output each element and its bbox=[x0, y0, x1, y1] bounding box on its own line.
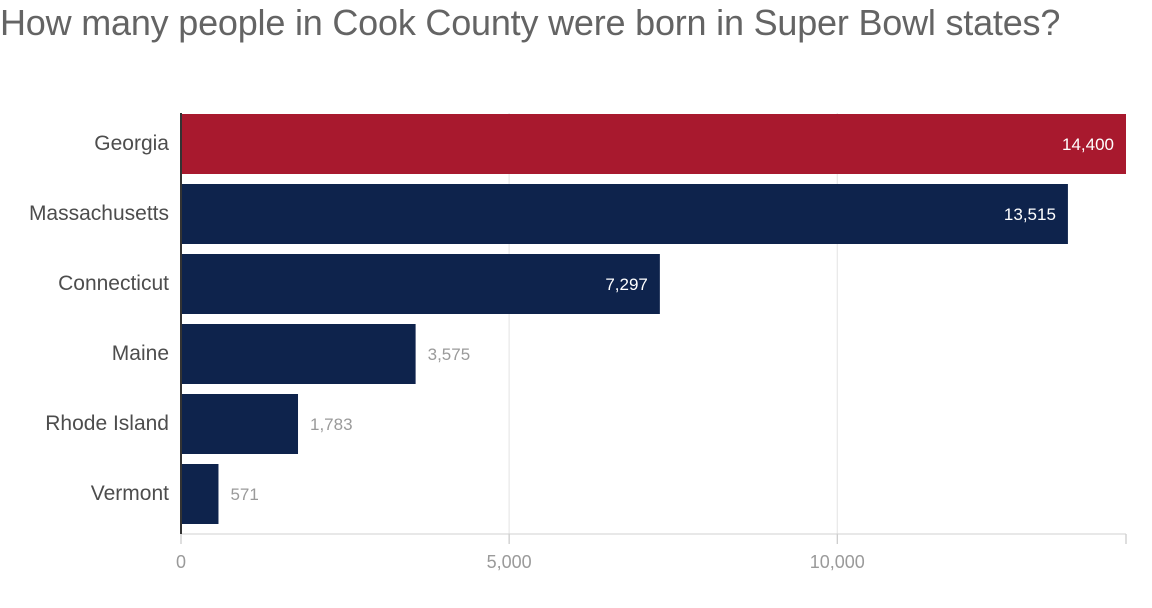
value-label: 571 bbox=[230, 485, 258, 504]
axes: 0 5,000 10,000 bbox=[176, 113, 1127, 572]
value-label: 14,400 bbox=[1062, 135, 1114, 154]
category-label: Vermont bbox=[91, 482, 169, 505]
gridlines bbox=[508, 113, 838, 534]
category-label: Georgia bbox=[94, 132, 169, 155]
x-tick-label: 5,000 bbox=[487, 552, 532, 572]
category-label: Connecticut bbox=[58, 272, 169, 295]
category-label: Maine bbox=[112, 342, 169, 365]
value-label: 1,783 bbox=[310, 415, 353, 434]
bar-rhode-island bbox=[182, 394, 299, 454]
x-tick-label: 0 bbox=[176, 552, 186, 572]
bars bbox=[182, 114, 1126, 524]
bar-vermont bbox=[182, 464, 219, 524]
bar-connecticut bbox=[182, 254, 660, 314]
labels: Georgia 14,400 Massachusetts 13,515 Connecti… bbox=[29, 132, 1114, 505]
x-tick-label: 10,000 bbox=[810, 552, 865, 572]
bar-massachusetts bbox=[182, 184, 1068, 244]
bar-maine bbox=[182, 324, 416, 384]
value-label: 7,297 bbox=[605, 275, 648, 294]
bar-georgia bbox=[182, 114, 1126, 174]
category-label: Massachusetts bbox=[29, 202, 169, 225]
category-label: Rhode Island bbox=[45, 412, 169, 435]
value-label: 13,515 bbox=[1004, 205, 1056, 224]
chart-title: How many people in Cook County were born… bbox=[0, 2, 1061, 43]
value-label: 3,575 bbox=[428, 345, 471, 364]
